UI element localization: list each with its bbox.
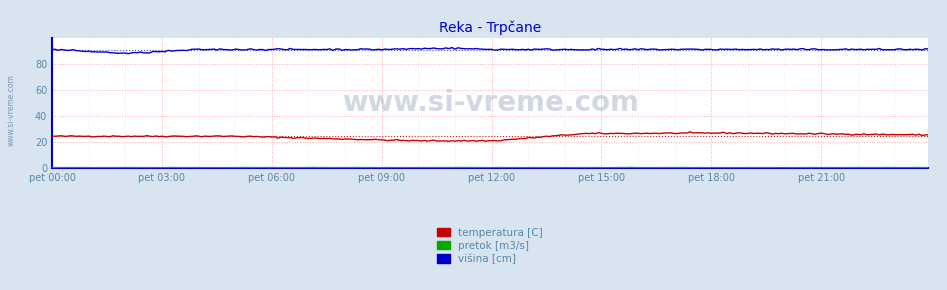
Text: www.si-vreme.com: www.si-vreme.com <box>7 74 16 146</box>
Text: www.si-vreme.com: www.si-vreme.com <box>342 89 638 117</box>
Title: Reka - Trpčane: Reka - Trpčane <box>439 21 541 35</box>
Legend: temperatura [C], pretok [m3/s], višina [cm]: temperatura [C], pretok [m3/s], višina [… <box>434 224 546 267</box>
